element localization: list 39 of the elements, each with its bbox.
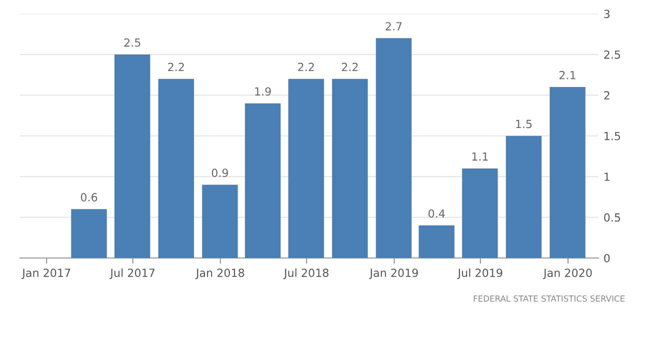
data-label: 2.2 <box>342 62 358 72</box>
data-label: 2.2 <box>298 62 314 72</box>
bar <box>462 168 498 258</box>
x-tick-label: Jul 2018 <box>283 268 328 280</box>
bar <box>158 78 194 258</box>
bar <box>506 136 542 258</box>
bar <box>550 87 586 258</box>
data-label: 0.6 <box>80 193 98 202</box>
x-tick-label: Jul 2019 <box>457 268 502 280</box>
data-label: 1.5 <box>516 120 532 128</box>
y-tick-label: 2.5 <box>604 50 620 59</box>
bar <box>244 103 281 258</box>
y-tick-label: 0 <box>604 254 610 262</box>
bar <box>376 38 412 258</box>
x-tick-label: Jan 2017 <box>22 268 70 280</box>
bar <box>332 78 368 258</box>
data-label: 2.7 <box>386 22 402 30</box>
data-label: 1.9 <box>255 87 271 96</box>
x-tick-label: Jul 2017 <box>110 268 154 280</box>
data-label: 1.1 <box>472 152 488 161</box>
y-tick-label: 1 <box>604 172 610 181</box>
text: FEDERAL STATE STATISTICS SERVICE <box>474 295 625 302</box>
y-tick-label: 3 <box>604 10 610 18</box>
bar <box>114 54 150 258</box>
bar <box>288 78 324 258</box>
data-label: 0.9 <box>212 168 228 178</box>
x-tick-label: Jan 2018 <box>195 268 244 280</box>
y-tick-label: 2 <box>604 91 610 100</box>
bar <box>418 225 454 258</box>
y-tick-label: 0.5 <box>604 213 620 222</box>
data-label: 2.5 <box>124 38 140 47</box>
x-tick-label: Jan 2020 <box>542 268 592 280</box>
bar <box>71 209 107 258</box>
x-tick-label: Jan 2019 <box>369 268 418 280</box>
data-label: 0.4 <box>428 209 445 218</box>
bar <box>202 184 238 258</box>
data-label: 2.1 <box>560 70 576 80</box>
y-tick-label: 1.5 <box>604 132 620 140</box>
data-label: 2.2 <box>168 62 184 72</box>
